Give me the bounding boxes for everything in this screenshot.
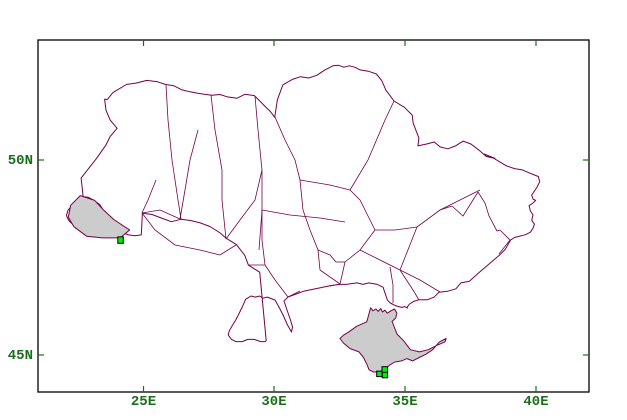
svg-text:40E: 40E [523,394,548,410]
svg-text:25E: 25E [131,394,156,410]
svg-text:45N: 45N [8,348,33,364]
svg-text:35E: 35E [392,394,417,410]
svg-text:50N: 50N [8,153,33,169]
svg-text:30E: 30E [261,394,286,410]
